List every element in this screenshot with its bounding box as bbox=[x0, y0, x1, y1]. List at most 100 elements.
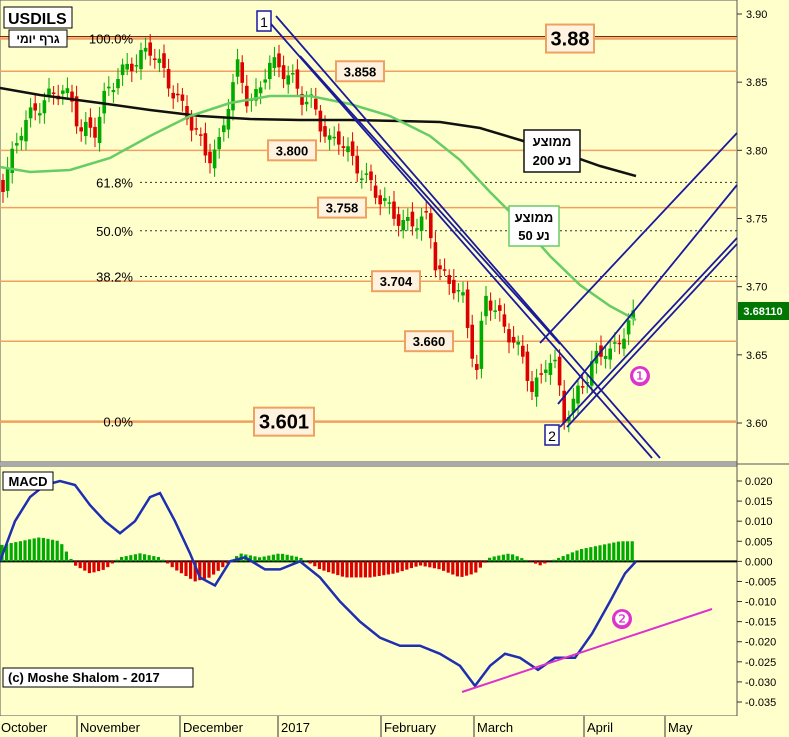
macd-histogram-bar bbox=[101, 561, 105, 570]
candle-body bbox=[268, 62, 272, 80]
macd-histogram-bar bbox=[616, 541, 620, 562]
macd-histogram-bar bbox=[460, 561, 464, 577]
macd-histogram-bar bbox=[437, 561, 441, 570]
macd-histogram-bar bbox=[271, 554, 275, 562]
macd-histogram-bar bbox=[221, 561, 225, 568]
price-label: 3.758 bbox=[326, 201, 359, 216]
candle-body bbox=[392, 201, 396, 219]
candle-body bbox=[277, 53, 281, 68]
price-label: 3.601 bbox=[259, 412, 309, 434]
macd-histogram-bar bbox=[133, 554, 137, 562]
macd-y-tick-label: 0.020 bbox=[745, 476, 773, 488]
macd-histogram-bar bbox=[156, 557, 160, 562]
macd-histogram-bar bbox=[179, 561, 183, 574]
candle-body bbox=[162, 53, 166, 68]
uptrend-line bbox=[539, 132, 738, 344]
candle-body bbox=[153, 58, 157, 60]
macd-histogram-bar bbox=[78, 561, 82, 569]
candle-body bbox=[120, 64, 125, 76]
candle-body bbox=[111, 90, 116, 93]
y-tick-label: 3.90 bbox=[746, 9, 767, 21]
candle-body bbox=[502, 314, 507, 327]
x-tick-label: March bbox=[477, 720, 513, 735]
x-tick-label: May bbox=[668, 720, 693, 735]
candle-body bbox=[576, 385, 580, 404]
candle-body bbox=[530, 381, 534, 392]
point-marker-1-box bbox=[256, 10, 272, 32]
macd-histogram-bar bbox=[106, 561, 110, 568]
macd-y-tick-label: -0.010 bbox=[745, 597, 776, 609]
macd-histogram-bar bbox=[423, 561, 427, 567]
macd-histogram-bar bbox=[621, 541, 625, 562]
candle-body bbox=[442, 269, 447, 271]
candle-body bbox=[185, 106, 189, 120]
candle-body bbox=[88, 117, 93, 128]
macd-histogram-bar bbox=[391, 561, 395, 574]
macd-histogram-bar bbox=[290, 555, 294, 562]
candle-body bbox=[24, 119, 28, 142]
candle-body bbox=[415, 228, 419, 230]
right-axis-panel bbox=[737, 0, 789, 737]
macd-histogram-bar bbox=[534, 561, 538, 564]
macd-histogram-bar bbox=[630, 541, 634, 562]
candle-body bbox=[231, 82, 235, 111]
candle-body bbox=[350, 141, 355, 156]
candle-body bbox=[373, 185, 378, 198]
ma50-label-line2: נע 50 bbox=[518, 228, 549, 243]
macd-histogram-bar bbox=[212, 561, 216, 575]
price-label-box bbox=[335, 60, 385, 83]
candle-body bbox=[525, 351, 530, 381]
circle-marker-1-bg bbox=[630, 366, 650, 386]
circle-marker-2: ❷ bbox=[614, 609, 630, 629]
candle-body bbox=[93, 126, 97, 138]
macd-y-tick-label: -0.025 bbox=[745, 657, 776, 669]
candle-body bbox=[157, 58, 162, 63]
candle-body bbox=[245, 85, 249, 107]
macd-histogram-bar bbox=[626, 541, 630, 562]
macd-y-tick-label: -0.015 bbox=[745, 617, 776, 629]
candles bbox=[1, 33, 635, 433]
uptrend-line bbox=[559, 237, 738, 428]
candle-body bbox=[608, 348, 612, 360]
macd-histogram-bar bbox=[216, 561, 220, 571]
downtrend-line bbox=[275, 15, 661, 459]
candle-body bbox=[102, 90, 106, 114]
macd-histogram-bar bbox=[198, 561, 202, 581]
macd-histogram-bar bbox=[331, 561, 335, 574]
y-tick-label: 3.65 bbox=[746, 350, 767, 362]
candle-body bbox=[61, 90, 65, 94]
candle-body bbox=[355, 155, 359, 174]
trend-channels bbox=[263, 15, 738, 459]
candle-body bbox=[419, 216, 424, 231]
candle-body bbox=[15, 143, 19, 146]
y-tick-label: 3.75 bbox=[746, 214, 767, 226]
macd-pane: 0.020 0.015 0.010 0.005 0.000 -0.005 -0.010 -0.… bbox=[0, 476, 776, 709]
macd-y-tick-label: -0.020 bbox=[745, 637, 776, 649]
candle-body bbox=[534, 377, 539, 397]
y-tick-label: 3.70 bbox=[746, 282, 767, 294]
macd-histogram-bar bbox=[543, 561, 547, 564]
macd-histogram-bar bbox=[51, 539, 55, 562]
macd-histogram-bar bbox=[64, 551, 68, 562]
macd-histogram-bar bbox=[419, 561, 423, 566]
candle-body bbox=[461, 292, 465, 296]
uptrend-line bbox=[557, 184, 738, 405]
macd-histogram-bar bbox=[373, 561, 377, 577]
macd-histogram-bar bbox=[258, 557, 262, 562]
candle-body bbox=[79, 127, 83, 132]
price-label: 3.858 bbox=[344, 64, 377, 79]
macd-title: MACD bbox=[9, 474, 48, 489]
candle-body bbox=[84, 121, 88, 136]
copyright-text: (c) Moshe Shalom - 2017 bbox=[8, 670, 160, 685]
candle-body bbox=[590, 361, 594, 386]
price-label: 3.800 bbox=[276, 143, 309, 158]
macd-histogram-bar bbox=[492, 556, 496, 562]
candle-body bbox=[208, 151, 212, 164]
candle-body bbox=[171, 92, 175, 99]
x-tick-label: November bbox=[80, 720, 141, 735]
candle-body bbox=[553, 359, 557, 362]
macd-histogram-bar bbox=[92, 561, 96, 573]
candle-body bbox=[1, 179, 5, 192]
price-label-box bbox=[267, 139, 317, 162]
macd-histogram-bar bbox=[474, 561, 478, 573]
